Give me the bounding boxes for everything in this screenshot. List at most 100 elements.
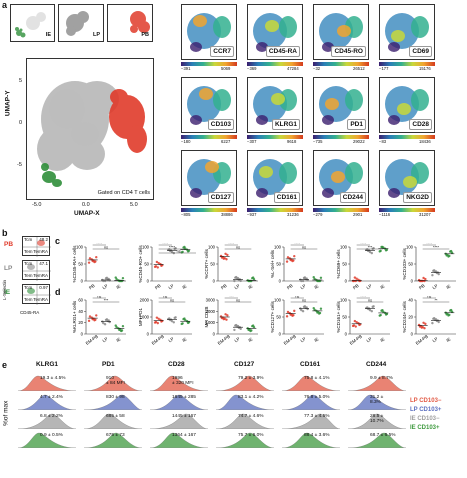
data-point — [447, 255, 450, 258]
data-point — [186, 321, 190, 325]
x-tick-label: LP — [366, 283, 373, 290]
scatter-chart: 0 50 100 %L-Sel+ cells PB LP IE **** ns — [270, 243, 328, 299]
cluster-blob — [411, 89, 429, 111]
y-tick-label: 50 — [144, 262, 149, 267]
y-tick-label: 0 — [81, 332, 84, 337]
x-tick-label: EM-PB — [85, 334, 99, 346]
y-tick-label: 50 — [78, 262, 83, 267]
x-tick-label: LP — [432, 283, 439, 290]
data-point — [93, 260, 96, 264]
y-tick-label: 50 — [342, 315, 347, 320]
data-point — [118, 328, 121, 332]
data-point — [424, 322, 427, 326]
x-tick-label: IE — [445, 283, 451, 290]
scatter-chart: 0 50 100 %CCR7+ cells PB LP IE **** ns — [204, 243, 262, 299]
scatter-svg: 0 1000 2000 3000 MFI CD28 EM-PB LP IE ***ns — [204, 296, 258, 346]
colorbar-min: −937 — [247, 212, 257, 217]
marker-tile-plot — [319, 86, 363, 125]
hist-cell: 1445 ± 167 — [149, 412, 209, 430]
y-tick-label: 2000 — [206, 309, 216, 314]
data-point — [301, 310, 305, 313]
hist-cell: 0.9 ± 0.5% — [17, 431, 77, 449]
hist-stat: 74.7 ± 4.6% — [238, 414, 264, 419]
colorbar-min: −805 — [181, 212, 191, 217]
cluster-blob — [345, 162, 363, 184]
data-point — [160, 264, 163, 267]
y-tick-label: 50 — [276, 262, 281, 267]
cluster-blob — [331, 171, 345, 183]
data-point — [233, 279, 236, 283]
x-tick-label: LP — [300, 283, 307, 290]
hist-stat: 4.7 ± 2.4% — [40, 395, 63, 400]
sig-label: ns — [236, 299, 240, 303]
data-point — [88, 257, 92, 260]
x-tick-label: IE — [313, 336, 319, 343]
umap-ytick-5: 5 — [19, 78, 23, 84]
umap-ytick-0: 0 — [19, 120, 23, 126]
quad-label: Tem — [24, 248, 33, 254]
chart-ylabel: %KLRG1+ cells — [72, 300, 77, 333]
sig-label: ns — [295, 296, 299, 299]
hist-cell: 68.7 ± 6.5% — [347, 431, 407, 449]
data-point — [103, 279, 107, 283]
scatter-chart: 0 20 40 60 %KLRG1+ cells EM-PB LP IE ns *** — [72, 296, 130, 352]
cluster-blob — [388, 42, 400, 52]
colorbar-max: 2901 — [353, 212, 363, 217]
chart-ylabel: %CD45-RO+ cells — [138, 245, 143, 283]
chart-ylabel: MFI PD1 — [138, 307, 143, 326]
cluster-blob — [319, 13, 353, 49]
hist-stat: 77.3 ± 4.5% — [304, 414, 330, 419]
data-point — [423, 327, 426, 330]
data-point — [353, 319, 357, 323]
sig-label: **** — [433, 246, 439, 250]
y-tick-label: 50 — [276, 315, 281, 320]
x-tick-label: IE — [379, 283, 385, 290]
y-tick-label: 0 — [279, 279, 282, 284]
data-point — [286, 256, 290, 259]
panel-label-a: a — [2, 0, 8, 10]
data-point — [102, 321, 105, 325]
y-tick-label: 0 — [411, 279, 414, 284]
cluster-blob — [190, 188, 202, 198]
mini-label-ie: IE — [45, 31, 51, 38]
data-point — [300, 308, 303, 312]
data-point — [247, 328, 250, 332]
data-point — [450, 251, 454, 254]
data-point — [156, 321, 159, 325]
hist-cell: 4.7 ± 2.4% — [17, 393, 77, 411]
colorbar-max: 38886 — [221, 212, 233, 217]
sig-label: ns — [302, 246, 306, 250]
hist-fill — [17, 432, 77, 449]
y-tick-label: 50 — [408, 262, 413, 267]
data-point — [95, 256, 98, 259]
cluster-blob — [256, 188, 268, 198]
umap-gated-note: Gated on CD4 T cells — [97, 189, 150, 196]
marker-tile-plot — [385, 13, 429, 52]
data-point — [251, 324, 254, 328]
quad-label: 0.97 — [39, 285, 48, 290]
data-point — [156, 266, 159, 269]
cluster-blob — [322, 188, 334, 198]
data-point — [418, 325, 422, 328]
x-tick-label: LP — [168, 336, 175, 343]
data-point — [91, 259, 94, 263]
scatter-svg: 0 50 100%CD69+ cells PB LP IE ******* — [336, 243, 390, 290]
hist-cell: 74.7 ± 4.6% — [215, 412, 275, 430]
hist-cell: 88.4 ± 3.6% — [281, 431, 341, 449]
y-tick-label: 40 — [408, 298, 413, 303]
data-point — [384, 249, 388, 252]
data-point — [431, 321, 434, 325]
data-point — [155, 316, 159, 319]
x-tick-label: EM-PB — [349, 334, 363, 346]
data-point — [445, 254, 448, 257]
data-point — [370, 310, 373, 313]
cluster-blob — [388, 115, 400, 125]
data-point — [449, 309, 452, 312]
umap-xtick-5: 5.0 — [130, 202, 138, 208]
colorbar-min: −1116 — [379, 212, 391, 217]
data-point — [300, 279, 303, 283]
hist-stat: 1445 ± 167 — [172, 414, 196, 419]
data-point — [301, 279, 305, 283]
data-point — [351, 324, 355, 328]
colorbar-min: −369 — [247, 66, 257, 71]
